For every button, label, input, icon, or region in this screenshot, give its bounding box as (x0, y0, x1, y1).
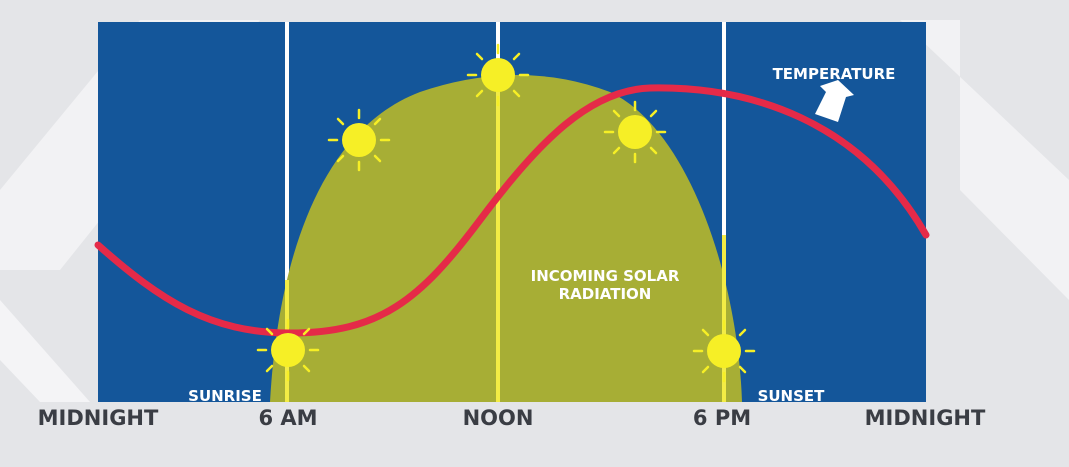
time-axis: MIDNIGHT 6 AM NOON 6 PM MIDNIGHT (38, 406, 986, 430)
solar-radiation-area (270, 75, 742, 402)
sun (466, 43, 530, 107)
solar-radiation-label: INCOMING SOLAR (531, 267, 680, 285)
sun (256, 318, 320, 382)
background-shape (900, 20, 1069, 300)
sun (327, 108, 391, 172)
time-label: 6 PM (693, 406, 751, 430)
background-shape (0, 300, 90, 402)
sunset-label: SUNSET (758, 387, 826, 405)
temperature-label: TEMPERATURE (773, 65, 896, 83)
time-label: 6 AM (258, 406, 317, 430)
sun (692, 319, 756, 383)
sunrise-label: SUNRISE (188, 387, 262, 405)
solar-radiation-label: RADIATION (559, 285, 652, 303)
sun (603, 100, 667, 164)
time-label: MIDNIGHT (38, 406, 159, 430)
time-label: MIDNIGHT (865, 406, 986, 430)
temperature-curve (94, 84, 930, 337)
temperature-arrow (815, 80, 854, 122)
time-label: NOON (463, 406, 534, 430)
